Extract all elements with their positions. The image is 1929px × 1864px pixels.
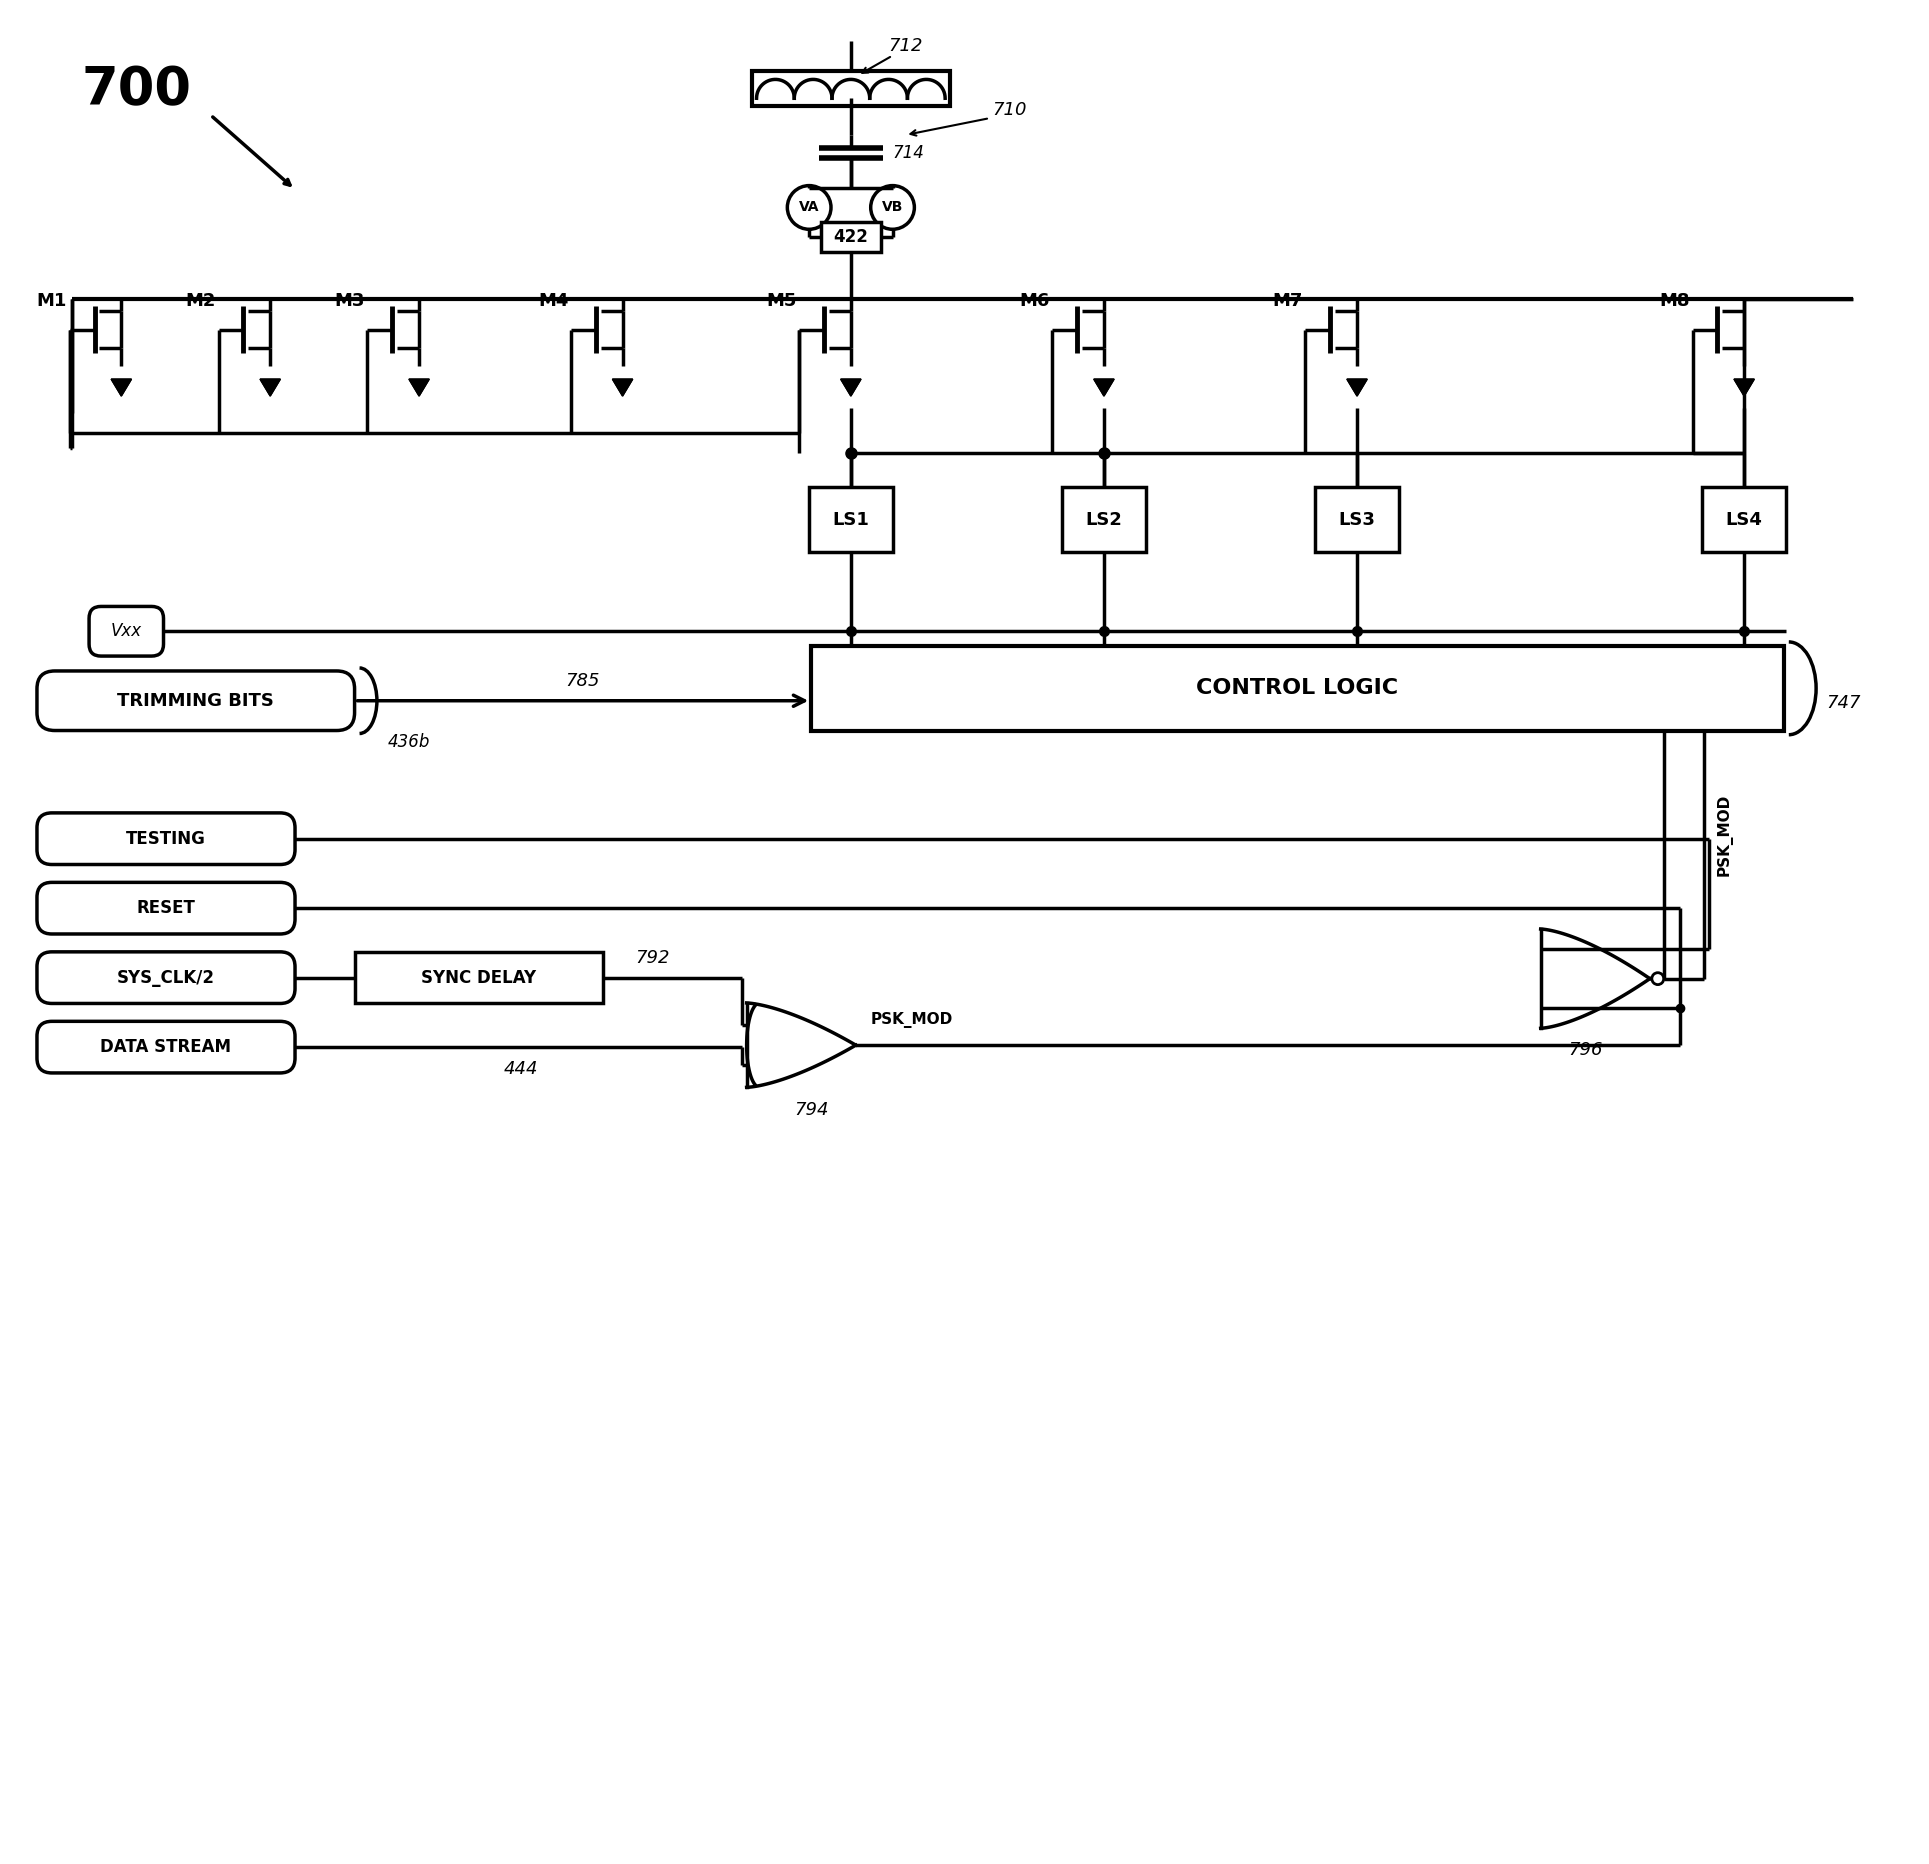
Text: PSK_MOD: PSK_MOD [870,1012,953,1029]
Polygon shape [409,378,430,395]
Text: LS4: LS4 [1726,511,1763,529]
Polygon shape [112,378,131,395]
Text: 700: 700 [81,65,191,116]
Text: M3: M3 [334,293,365,309]
FancyBboxPatch shape [37,671,355,731]
Text: 785: 785 [565,671,600,690]
FancyBboxPatch shape [37,953,295,1003]
Text: CONTROL LOGIC: CONTROL LOGIC [1196,678,1399,699]
FancyBboxPatch shape [89,606,164,656]
Polygon shape [841,378,860,395]
Polygon shape [1734,378,1753,395]
Text: 794: 794 [795,1100,828,1118]
Text: LS3: LS3 [1339,511,1375,529]
Text: M8: M8 [1659,293,1690,309]
Polygon shape [260,378,280,395]
Bar [822,222,882,252]
Text: DATA STREAM: DATA STREAM [100,1038,231,1057]
Bar [752,71,951,106]
Text: VB: VB [882,201,903,214]
Text: TESTING: TESTING [125,829,206,848]
Bar [808,487,893,552]
Polygon shape [1346,378,1368,395]
Circle shape [1651,973,1663,984]
Text: 710: 710 [992,101,1026,119]
Text: 712: 712 [887,37,922,54]
Text: 422: 422 [833,227,868,246]
Text: 796: 796 [1568,1042,1603,1059]
Polygon shape [1346,378,1368,395]
Polygon shape [611,378,633,395]
Text: SYNC DELAY: SYNC DELAY [421,969,536,986]
Text: LS2: LS2 [1086,511,1123,529]
FancyBboxPatch shape [37,813,295,865]
FancyBboxPatch shape [37,882,295,934]
Polygon shape [1734,378,1753,395]
Bar [1061,487,1146,552]
Circle shape [787,186,831,229]
Bar [355,953,602,1003]
Text: VA: VA [799,201,820,214]
Polygon shape [409,378,430,395]
Polygon shape [1094,378,1115,395]
FancyBboxPatch shape [37,1021,295,1074]
Text: M5: M5 [766,293,797,309]
Polygon shape [1094,378,1115,395]
Bar [1316,487,1399,552]
Polygon shape [260,378,280,395]
Text: PSK_MOD: PSK_MOD [1717,794,1732,876]
Polygon shape [112,378,131,395]
Polygon shape [611,378,633,395]
Text: Vxx: Vxx [110,623,143,639]
Polygon shape [841,378,860,395]
Text: 444: 444 [503,1061,538,1077]
Text: M4: M4 [538,293,569,309]
Text: M2: M2 [185,293,216,309]
Text: 714: 714 [893,144,924,162]
Text: 747: 747 [1827,693,1861,712]
Text: RESET: RESET [137,898,195,917]
Bar [812,647,1784,731]
Text: 436b: 436b [388,733,430,751]
Text: SYS_CLK/2: SYS_CLK/2 [118,969,214,986]
Text: M1: M1 [37,293,68,309]
Text: 792: 792 [635,949,669,967]
Text: M6: M6 [1019,293,1049,309]
Text: M7: M7 [1273,293,1302,309]
Bar [1701,487,1786,552]
Text: TRIMMING BITS: TRIMMING BITS [118,692,274,710]
Text: LS1: LS1 [833,511,870,529]
Circle shape [870,186,914,229]
